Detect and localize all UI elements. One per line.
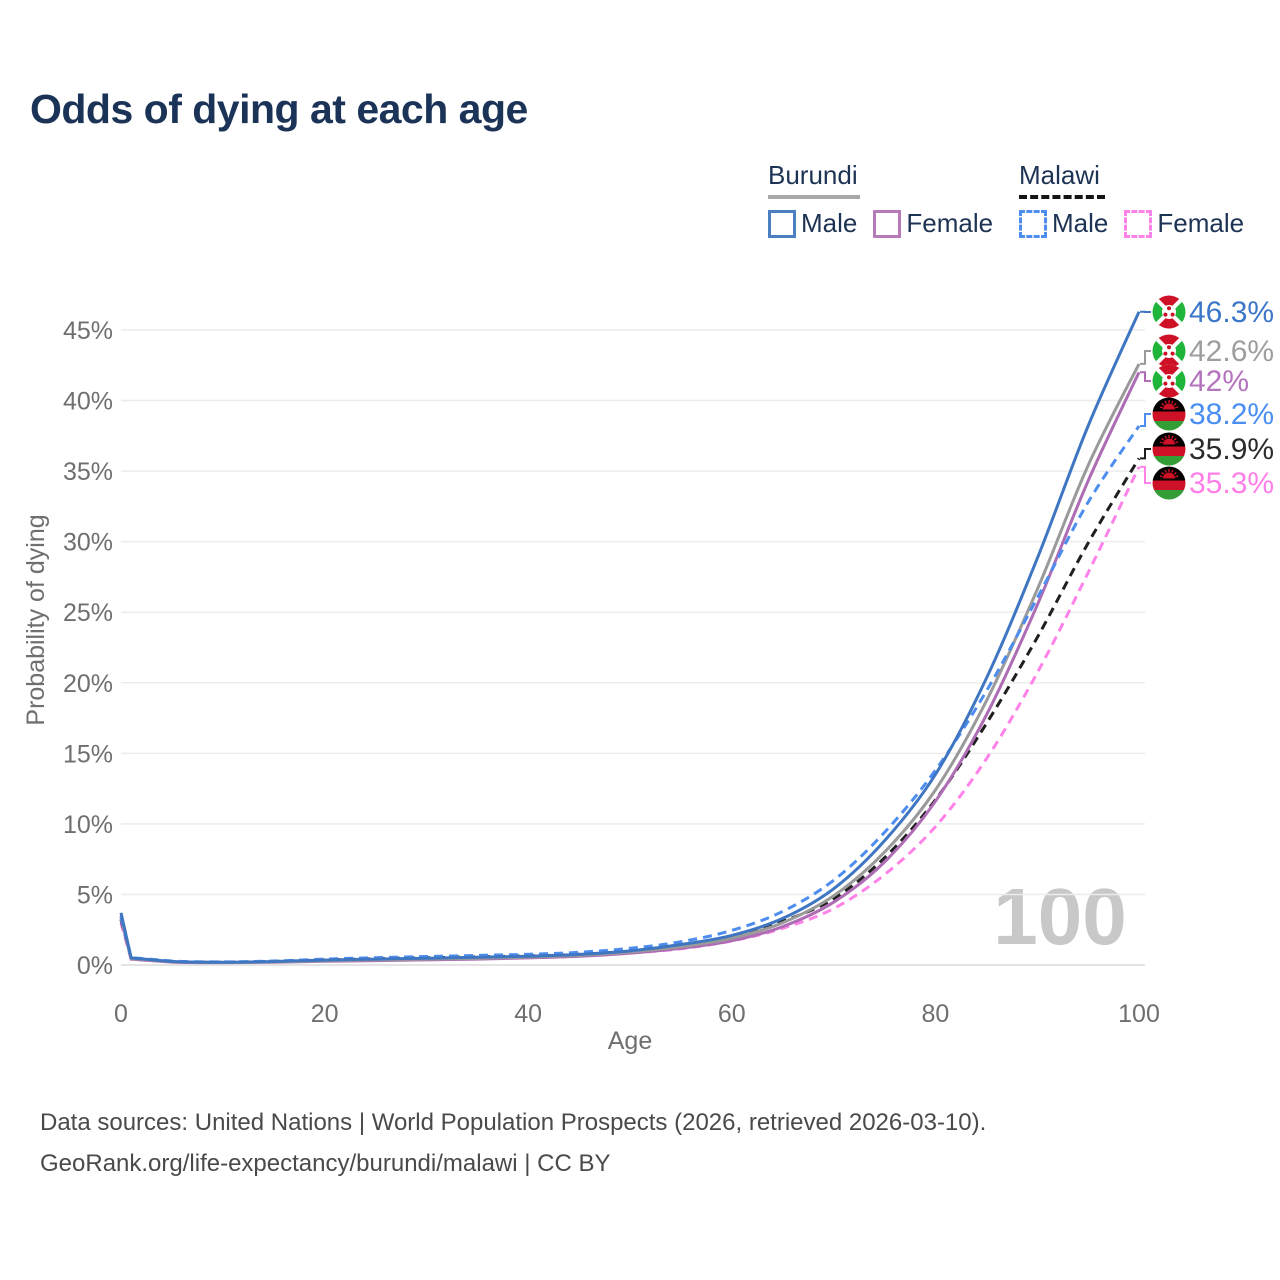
series-line-burundi-both-sexes [119,363,1141,964]
source-attribution: Data sources: United Nations | World Pop… [40,1102,986,1184]
source-line-2: GeoRank.org/life-expectancy/burundi/mala… [40,1150,611,1177]
y-tick-label: 10% [63,811,113,839]
burundi-flag-icon [1152,295,1186,329]
y-tick-label: 40% [63,388,113,416]
y-tick-label: 35% [63,458,113,486]
legend-item-malawi-female[interactable]: Female [1124,208,1244,239]
series-line-burundi-male [119,311,1141,964]
legend-item-malawi-male[interactable]: Male [1019,208,1108,239]
malawi-flag-icon [1152,432,1186,466]
end-label-connector [1140,448,1151,460]
end-label-value: 46.3% [1189,296,1274,329]
end-label-connector [1140,371,1151,382]
legend-group-burundi: Burundi Male Female [768,160,993,239]
y-tick-label: 30% [63,529,113,557]
y-tick-label: 0% [77,952,113,980]
burundi-flag-icon [1152,364,1186,398]
y-tick-label: 15% [63,740,113,768]
legend-swatch-malawi-female[interactable] [1124,209,1153,238]
malawi-flag-icon [1152,397,1186,431]
x-tick-label: 0 [114,1000,128,1028]
legend-country-burundi-label: Burundi [768,160,858,190]
age-watermark: 100 [993,872,1126,961]
x-tick-label: 40 [514,1000,542,1028]
malawi-flag-icon [1152,466,1186,500]
legend-item-label: Female [1157,208,1245,238]
legend-underline-burundi [768,195,860,199]
legend-item-burundi-male[interactable]: Male [768,208,857,239]
x-axis-title: Age [608,1027,652,1055]
end-label-connector [1140,413,1151,427]
x-tick-label: 20 [311,1000,339,1028]
end-label-value: 35.3% [1189,467,1274,500]
y-tick-label: 45% [63,317,113,345]
y-tick-label: 5% [77,881,113,909]
series-line-malawi-male [119,425,1141,964]
legend-underline-malawi [1019,195,1105,199]
series-line-burundi-female [119,371,1141,965]
end-label-connector [1140,465,1151,484]
end-label-value: 35.9% [1189,433,1274,466]
source-line-1: Data sources: United Nations | World Pop… [40,1109,987,1136]
end-label-value: 42.6% [1189,335,1274,368]
legend-country-malawi-label: Malawi [1019,160,1100,190]
legend-item-label: Female [906,208,994,238]
page-title: Odds of dying at each age [30,86,528,132]
legend-group-malawi: Malawi Male Female [1019,160,1244,239]
legend-swatch-malawi-male[interactable] [1019,209,1047,238]
end-label-value: 42% [1189,365,1249,398]
x-tick-label: 100 [1118,1000,1160,1028]
x-tick-label: 80 [921,1000,949,1028]
legend-item-burundi-female[interactable]: Female [873,208,993,239]
y-tick-label: 25% [63,599,113,627]
y-axis-title: Probability of dying [22,514,50,725]
legend-swatch-burundi-male[interactable] [768,209,796,238]
end-label-value: 38.2% [1189,398,1274,431]
end-label-connector [1140,350,1151,365]
legend-swatch-burundi-female[interactable] [873,209,902,238]
legend-item-label: Male [801,208,858,238]
legend-item-label: Male [1052,208,1109,238]
series-line-malawi-both-sexes [119,457,1141,964]
burundi-flag-icon [1152,334,1186,368]
y-tick-label: 20% [63,670,113,698]
x-tick-label: 60 [718,1000,746,1028]
